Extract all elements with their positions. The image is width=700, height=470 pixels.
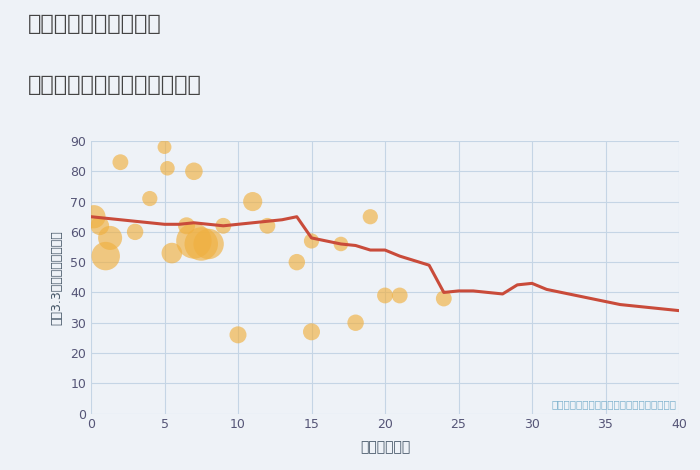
- Point: [130, 228, 141, 235]
- Point: [195, 240, 207, 248]
- Point: [100, 252, 111, 260]
- Point: [94, 222, 106, 229]
- X-axis label: 築年数（年）: 築年数（年）: [360, 440, 410, 454]
- Point: [379, 292, 391, 299]
- Point: [104, 234, 116, 242]
- Point: [188, 167, 199, 175]
- Text: 三重県松阪市八重田町: 三重県松阪市八重田町: [28, 14, 162, 34]
- Point: [88, 213, 99, 220]
- Point: [162, 164, 173, 172]
- Point: [203, 240, 214, 248]
- Point: [394, 292, 405, 299]
- Point: [350, 319, 361, 327]
- Point: [262, 222, 273, 229]
- Point: [365, 213, 376, 220]
- Y-axis label: 坪（3.3㎡）単価（万円）: 坪（3.3㎡）単価（万円）: [50, 230, 63, 325]
- Point: [144, 195, 155, 202]
- Point: [159, 143, 170, 151]
- Point: [438, 295, 449, 302]
- Text: 円の大きさは、取引のあった物件面積を示す: 円の大きさは、取引のあった物件面積を示す: [551, 399, 676, 409]
- Point: [115, 158, 126, 166]
- Point: [291, 258, 302, 266]
- Point: [306, 237, 317, 245]
- Point: [167, 249, 178, 257]
- Point: [247, 198, 258, 205]
- Point: [218, 222, 229, 229]
- Point: [181, 222, 192, 229]
- Text: 築年数別中古マンション価格: 築年数別中古マンション価格: [28, 75, 202, 95]
- Point: [232, 331, 244, 338]
- Point: [188, 237, 199, 245]
- Point: [335, 240, 346, 248]
- Point: [306, 328, 317, 336]
